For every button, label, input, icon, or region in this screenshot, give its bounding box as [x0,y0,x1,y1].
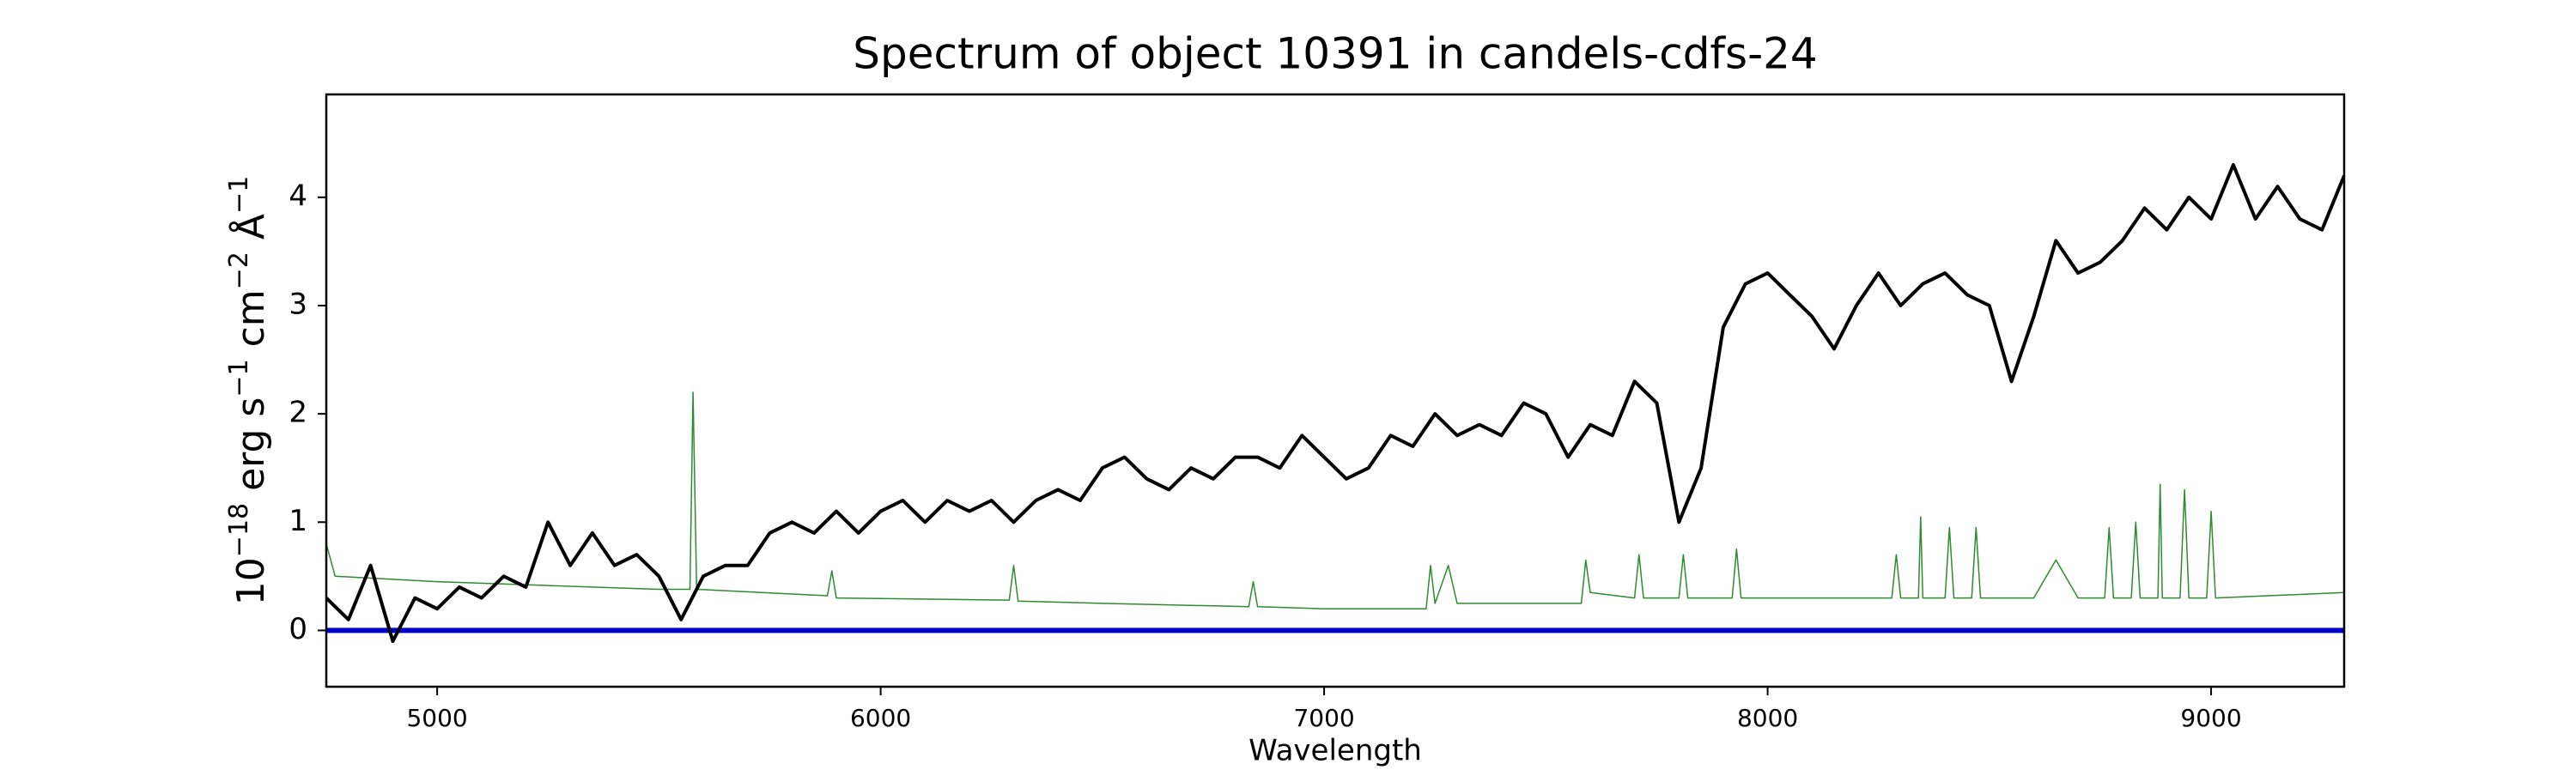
y-axis-label-part: −1 [224,176,254,214]
x-tick-label: 5000 [406,704,467,732]
x-tick-label: 8000 [1737,704,1798,732]
y-axis-label-part: Å [228,214,273,252]
series-line [326,391,2344,609]
y-axis-label-part: erg s [229,397,273,503]
y-tick-label: 2 [289,396,307,430]
y-tick-label: 4 [289,179,307,213]
y-axis-label-part: −1 [224,359,254,397]
plot-frame [325,93,2346,688]
x-tick-label: 7000 [1293,704,1354,732]
chart-title: Spectrum of object 10391 in candels-cdfs… [853,29,1818,79]
y-tick-label: 0 [289,612,307,646]
y-axis-label: 10−18 erg s−1 cm−2 Å−1 [224,176,274,605]
x-tick-label: 9000 [2180,704,2241,732]
y-axis-label-part: −2 [224,252,254,289]
series-line [326,163,2344,643]
y-tick-label: 3 [289,287,307,321]
x-axis-label: Wavelength [1249,734,1422,768]
y-axis-label-part: −18 [224,503,254,557]
x-tick-label: 6000 [850,704,911,732]
y-tick-label: 1 [289,504,307,538]
y-axis-label-part: cm [229,289,273,359]
y-axis-label-part: 10 [229,557,273,605]
